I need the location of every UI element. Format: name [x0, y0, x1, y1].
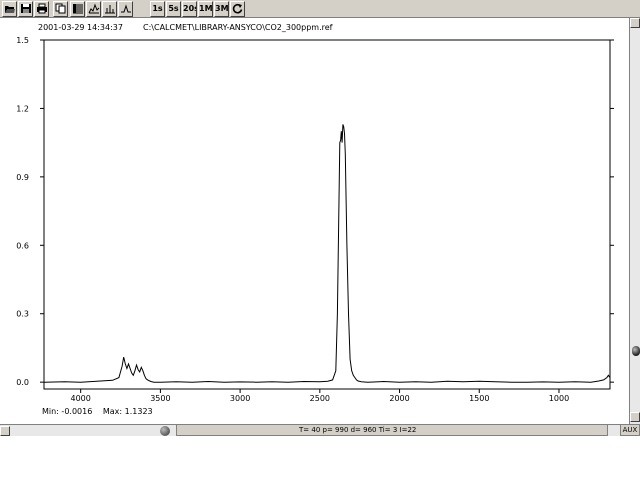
measurement-timestamp: 2001-03-29 14:34:37	[38, 23, 123, 32]
y-tick-label: 1.2	[16, 104, 29, 113]
peaks-button[interactable]	[102, 1, 117, 17]
scroll-down-arrow[interactable]	[630, 412, 640, 422]
baseline-icon	[120, 4, 131, 13]
x-tick-label: 2500	[310, 394, 330, 403]
interval-20s-button[interactable]: 20s	[182, 1, 197, 17]
scroll-thumb[interactable]	[160, 426, 170, 436]
copy-icon	[55, 3, 65, 14]
plot-frame	[43, 39, 611, 390]
scroll-up-arrow[interactable]	[630, 18, 640, 28]
reference-file-path: C:\CALCMET\LIBRARY-ANSYCO\CO2_300ppm.ref	[143, 23, 333, 32]
spectrum-chart: 0.0 0.3 0.6 0.9 1.2 1.5 4000 3500 3000 2500 2000 15…	[16, 36, 614, 403]
y-tick-label: 0.6	[16, 241, 29, 250]
max-value: Max: 1.1323	[102, 407, 153, 416]
open-file-button[interactable]	[2, 1, 17, 17]
open-icon	[4, 6, 15, 13]
status-readout: T= 40 p= 990 d= 960 Ti= 3 I=22	[176, 424, 608, 436]
print-button[interactable]	[34, 1, 49, 17]
x-tick-label: 2000	[389, 394, 409, 403]
list-icon	[72, 4, 83, 14]
refresh-button[interactable]	[230, 1, 245, 17]
refresh-icon	[232, 3, 242, 14]
spectrum-icon	[88, 3, 99, 14]
print-icon	[36, 3, 47, 14]
baseline-button[interactable]	[118, 1, 133, 17]
chart-window	[0, 18, 630, 424]
interval-5s-button[interactable]: 5s	[166, 1, 181, 17]
toolbar: 1s 5s 20s 1M 3M	[0, 0, 640, 18]
min-max-readout: Min: -0.0016 Max: 1.1323	[42, 407, 161, 416]
interval-1m-button[interactable]: 1M	[198, 1, 213, 17]
min-value: Min: -0.0016	[42, 407, 93, 416]
x-tick-label: 3000	[230, 394, 250, 403]
copy-button[interactable]	[53, 1, 68, 17]
y-tick-label: 0.9	[16, 173, 29, 182]
aux-indicator: AUX	[620, 424, 640, 436]
scroll-left-arrow[interactable]	[0, 426, 10, 436]
interval-3m-button[interactable]: 3M	[214, 1, 229, 17]
y-tick-label: 0.0	[16, 378, 29, 387]
y-tick-label: 1.5	[16, 36, 29, 45]
vertical-scrollbar[interactable]	[629, 18, 640, 424]
scroll-knob[interactable]	[632, 346, 640, 356]
empty-area	[0, 436, 640, 480]
x-tick-label: 1500	[469, 394, 489, 403]
spectrum-button[interactable]	[86, 1, 101, 17]
x-tick-label: 3500	[150, 394, 170, 403]
x-tick-label: 4000	[70, 394, 90, 403]
y-tick-label: 0.3	[16, 310, 29, 319]
x-tick-label: 1000	[549, 394, 569, 403]
interval-1s-button[interactable]: 1s	[150, 1, 165, 17]
save-button[interactable]	[18, 1, 33, 17]
list-button[interactable]	[70, 1, 85, 17]
save-icon	[20, 4, 31, 13]
peaks-icon	[104, 5, 115, 14]
spectrum-series-line	[43, 124, 611, 383]
